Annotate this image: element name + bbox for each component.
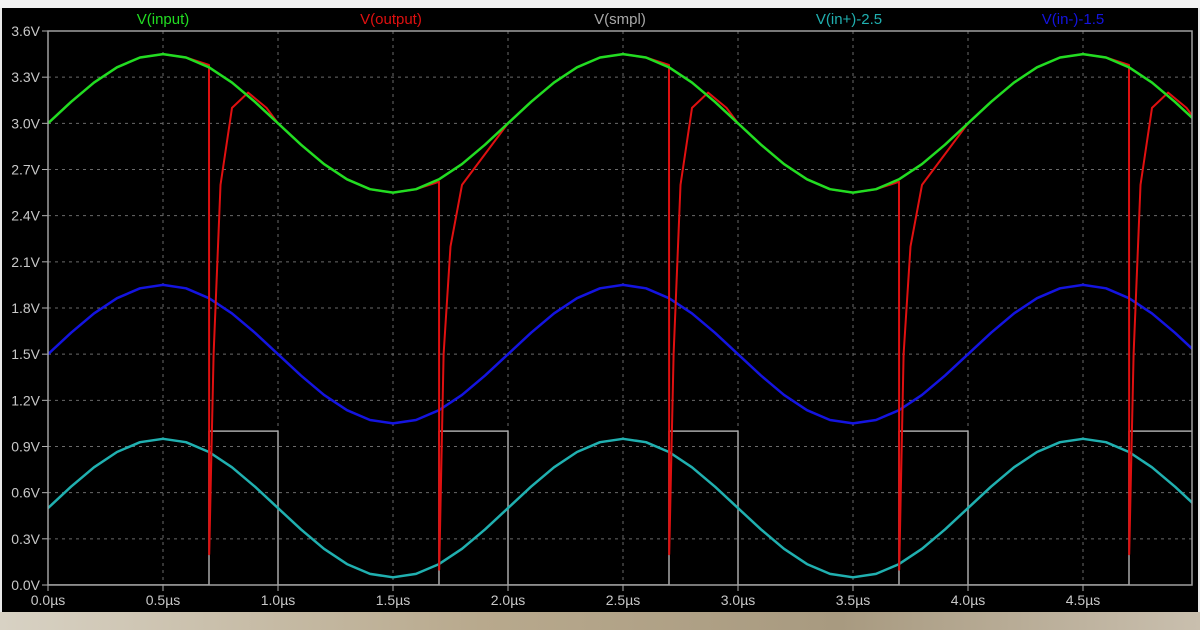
x-tick-label: 0.0µs	[31, 592, 66, 608]
x-tick-label: 1.0µs	[261, 592, 296, 608]
legend-entry[interactable]: V(in-)-1.5	[1042, 11, 1105, 28]
y-tick-label: 0.6V	[11, 485, 40, 501]
trace-v-input[interactable]	[48, 52, 1198, 194]
y-tick-label: 3.3V	[11, 69, 40, 85]
x-tick-label: 2.0µs	[491, 592, 526, 608]
y-tick-label: 2.1V	[11, 254, 40, 270]
y-tick-label: 0.0V	[11, 577, 40, 593]
y-tick-label: 2.4V	[11, 208, 40, 224]
plot-border	[47, 30, 1193, 586]
x-tick-label: 0.5µs	[146, 592, 181, 608]
window-title-bar	[0, 0, 1200, 8]
legend-entry[interactable]: V(in+)-2.5	[816, 11, 882, 28]
legend-entry[interactable]: V(input)	[137, 11, 190, 28]
y-tick-label: 3.0V	[11, 115, 40, 131]
trace-v-in-1-5[interactable]	[48, 283, 1198, 425]
y-tick-label: 0.9V	[11, 439, 40, 455]
desktop-background	[0, 612, 1200, 630]
y-tick-label: 1.8V	[11, 300, 40, 316]
y-tick-label: 2.7V	[11, 162, 40, 178]
x-tick-label: 3.5µs	[836, 592, 871, 608]
trace-v-in-2-5[interactable]	[48, 437, 1198, 579]
waveform-panel	[2, 8, 1198, 612]
x-tick-label: 4.5µs	[1066, 592, 1101, 608]
legend-entry[interactable]: V(smpl)	[594, 11, 646, 28]
x-tick-label: 1.5µs	[376, 592, 411, 608]
y-tick-label: 3.6V	[11, 23, 40, 39]
y-tick-label: 1.5V	[11, 346, 40, 362]
x-tick-label: 3.0µs	[721, 592, 756, 608]
y-tick-label: 0.3V	[11, 531, 40, 547]
y-tick-label: 1.2V	[11, 392, 40, 408]
x-tick-label: 4.0µs	[951, 592, 986, 608]
legend-entry[interactable]: V(output)	[360, 11, 422, 28]
x-tick-label: 2.5µs	[606, 592, 641, 608]
